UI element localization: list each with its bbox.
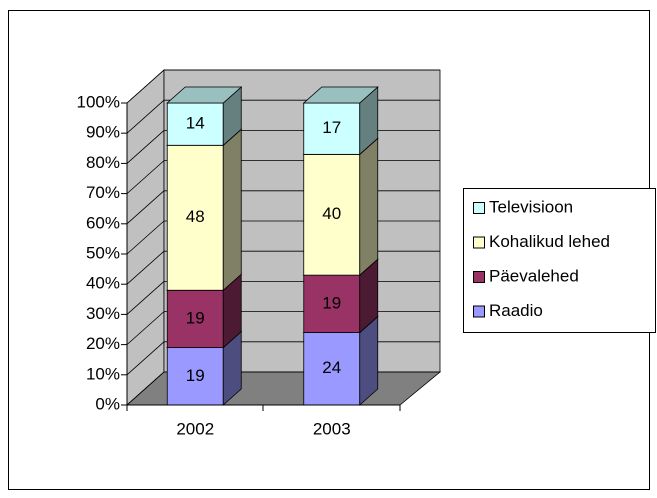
legend [463,188,656,333]
legend-swatch [473,271,485,283]
y-tick-label: 90% [86,123,120,142]
legend-label: Kohalikud lehed [489,232,610,251]
x-tick-label: 2003 [313,419,351,438]
y-tick-label: 60% [86,213,120,232]
x-tick-label: 2002 [176,419,214,438]
y-tick-label: 50% [86,243,120,262]
legend-swatch [473,305,485,318]
bar-front [166,144,224,291]
legend-label: Päevalehed [489,266,579,285]
y-tick-label: 80% [86,153,120,172]
bar-segment: 40 [302,137,379,277]
legend-items: Raadio Päevalehed Kohalikud lehed Televisio… [473,197,610,320]
bar-front [166,347,224,406]
data-label: 24 [322,358,341,377]
y-tick-label: 100% [77,92,120,111]
bar-side [359,137,379,277]
legend-swatch [473,202,485,214]
legend-label: Raadio [489,301,543,320]
y-tick-label: 10% [86,364,120,383]
bar-top [166,86,243,104]
y-tick-label: 0% [95,394,120,413]
bar-segment: 48 [166,128,243,292]
y-tick-label: 40% [86,274,120,293]
data-label: 19 [186,366,205,385]
bar-front [166,289,224,349]
legend-label: Televisioon [489,197,573,216]
bar-front [303,102,361,155]
grid-line [126,69,440,104]
bars: 19 19 48 14 24 19 40 17 [166,86,379,406]
bar-segment: 14 [166,86,243,147]
data-label: 14 [186,114,205,133]
bar-top [302,86,379,104]
bar-front [166,102,224,146]
y-tick-label: 70% [86,183,120,202]
y-tick-label: 30% [86,304,120,323]
data-label: 19 [186,308,205,327]
y-tick-label: 20% [86,334,120,353]
data-label: 40 [322,204,341,223]
bar-side [222,128,242,292]
data-label: 19 [322,293,341,312]
data-label: 48 [186,207,205,226]
bar-segment: 19 [166,273,243,349]
data-label: 17 [322,118,341,137]
bar-segment: 17 [302,86,379,156]
legend-swatch [473,236,485,249]
